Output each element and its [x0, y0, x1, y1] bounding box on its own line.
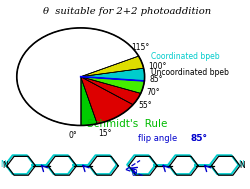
Text: 55°: 55°	[138, 101, 151, 110]
Text: N: N	[2, 161, 8, 170]
Text: Uncoordinated bpeb: Uncoordinated bpeb	[150, 68, 228, 77]
Wedge shape	[80, 77, 132, 124]
Text: 100°: 100°	[148, 62, 166, 71]
Text: N: N	[237, 160, 242, 169]
Text: 85°: 85°	[189, 134, 206, 143]
Wedge shape	[17, 28, 138, 125]
Text: 15°: 15°	[98, 129, 112, 138]
Text: flip angle: flip angle	[138, 134, 177, 143]
Wedge shape	[80, 77, 140, 105]
Text: Schmidt's  Rule: Schmidt's Rule	[87, 119, 167, 129]
Text: 85°: 85°	[149, 75, 162, 84]
Text: $\theta$: $\theta$	[130, 167, 138, 178]
Wedge shape	[80, 77, 144, 93]
Text: Coordinated bpeb: Coordinated bpeb	[150, 53, 218, 61]
Text: 115°: 115°	[131, 43, 149, 52]
Text: θ  suitable for 2+2 photoaddition: θ suitable for 2+2 photoaddition	[43, 7, 211, 16]
Text: 70°: 70°	[146, 88, 159, 97]
Text: N: N	[0, 160, 6, 169]
Wedge shape	[80, 68, 144, 81]
Text: N: N	[238, 161, 244, 170]
Wedge shape	[80, 56, 143, 77]
Text: 0°: 0°	[68, 131, 77, 140]
Wedge shape	[80, 77, 97, 125]
